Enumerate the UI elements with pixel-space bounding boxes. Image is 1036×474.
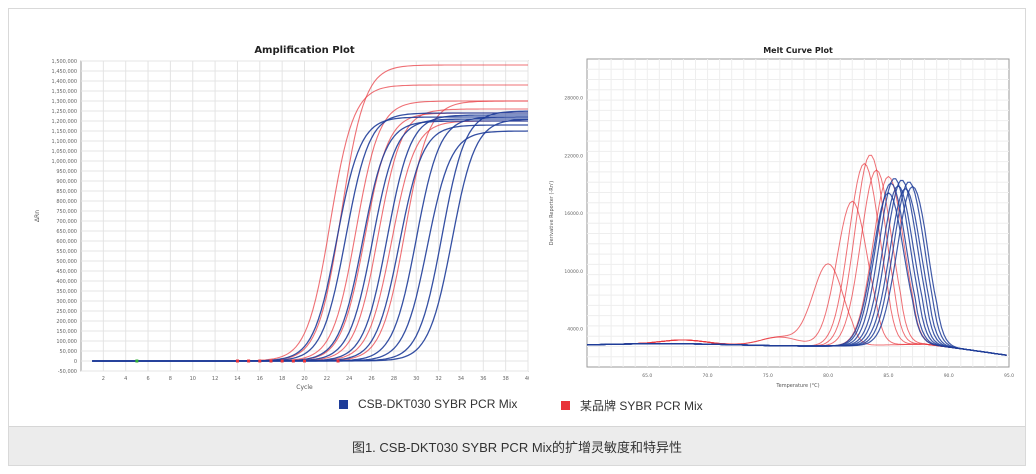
- amp-x-tick-label: 12: [212, 376, 218, 382]
- amp-y-tick-label: 350,000: [56, 289, 77, 295]
- amp-x-tick-label: 8: [169, 376, 172, 382]
- amp-threshold-marker-red: [336, 359, 340, 363]
- caption-text: 图1. CSB-DKT030 SYBR PCR Mix的扩增灵敏度和特异性: [351, 439, 683, 455]
- legend-item-blue: CSB-DKT030 SYBR PCR Mix: [339, 397, 517, 411]
- melt-x-tick-label: 85.0: [883, 373, 893, 379]
- amp-y-tick-label: 450,000: [56, 269, 77, 275]
- amp-y-tick-label: 800,000: [56, 199, 77, 205]
- amp-x-tick-label: 40: [525, 376, 529, 382]
- amp-y-tick-label: 150,000: [56, 329, 77, 335]
- amp-y-tick-label: 1,450,000: [52, 69, 77, 75]
- amp-x-tick-label: 34: [458, 376, 464, 382]
- amp-x-tick-label: 2: [102, 376, 105, 382]
- amp-y-tick-label: 1,100,000: [52, 139, 77, 145]
- melt-x-tick-label: 95.0: [1004, 373, 1014, 379]
- melt-x-tick-label: 65.0: [642, 373, 652, 379]
- melt-curve-plot: 4000.0 10000.0 16000.0 22000.0 28000.0 65.0 70…: [549, 46, 1014, 389]
- melt-y-tick-label: 22000.0: [564, 153, 583, 159]
- figure-caption: 图1. CSB-DKT030 SYBR PCR Mix的扩增灵敏度和特异性: [9, 426, 1025, 465]
- amp-x-label: Cycle: [296, 384, 313, 391]
- amp-y-tick-label: 1,050,000: [52, 149, 77, 155]
- amp-y-tick-label: 550,000: [56, 249, 77, 255]
- amp-threshold-marker-red: [258, 359, 262, 363]
- amp-y-tick-label: 650,000: [56, 229, 77, 235]
- legend-label-red: 某品牌 SYBR PCR Mix: [580, 399, 703, 413]
- melt-series-blue: [586, 192, 1007, 356]
- legend-swatch-blue: [339, 399, 348, 409]
- amp-y-tick-label: 200,000: [56, 319, 77, 325]
- amp-y-tick-label: 950,000: [56, 169, 77, 175]
- amp-threshold-marker-red: [269, 359, 273, 363]
- amp-x-tick-label: 28: [391, 376, 397, 382]
- legend-label-blue: CSB-DKT030 SYBR PCR Mix: [358, 397, 518, 411]
- amp-threshold-marker-red: [291, 359, 295, 363]
- amp-x-tick-label: 4: [124, 376, 127, 382]
- melt-y-label: Derivative Reporter (-Rn'): [549, 181, 555, 245]
- melt-y-tick-label: 28000.0: [564, 96, 583, 102]
- melt-x-tick-label: 80.0: [823, 373, 833, 379]
- amplification-plot: -50,000 0 50,000 100,000 150,000 200,000 250,0…: [34, 45, 529, 391]
- amp-x-tick-label: 6: [146, 376, 149, 382]
- amp-y-tick-label: 850,000: [56, 189, 77, 195]
- amp-x-tick-label: 16: [257, 376, 263, 382]
- amp-y-tick-label: 100,000: [56, 339, 77, 345]
- melt-title: Melt Curve Plot: [763, 46, 833, 55]
- amp-x-tick-label: 36: [480, 376, 486, 382]
- amp-x-tick-label: 32: [435, 376, 441, 382]
- amp-y-tick-label: 1,500,000: [52, 59, 77, 65]
- amp-x-tick-label: 14: [234, 376, 240, 382]
- legend: CSB-DKT030 SYBR PCR Mix 某品牌 SYBR PCR Mix: [9, 397, 1027, 419]
- legend-swatch-red: [561, 401, 570, 410]
- amp-title: Amplification Plot: [254, 45, 355, 56]
- amp-x-tick-label: 18: [279, 376, 285, 382]
- amp-y-tick-label: 750,000: [56, 209, 77, 215]
- amp-y-tick-label: 1,250,000: [52, 109, 77, 115]
- amp-threshold-marker-red: [303, 359, 306, 363]
- amp-y-tick-label: 50,000: [60, 349, 78, 355]
- amp-y-tick-label: 250,000: [56, 309, 77, 315]
- melt-x-label: Temperature (°C): [775, 383, 819, 389]
- amp-y-tick-label: 600,000: [56, 239, 77, 245]
- amp-y-tick-label: 900,000: [56, 179, 77, 185]
- legend-item-red: 某品牌 SYBR PCR Mix: [561, 397, 703, 414]
- amp-x-tick-label: 38: [502, 376, 508, 382]
- amp-y-label: ΔRn: [34, 210, 41, 222]
- amp-x-tick-label: 10: [190, 376, 196, 382]
- amp-y-tick-label: 1,350,000: [52, 89, 77, 95]
- amp-x-tick-label: 20: [301, 376, 307, 382]
- amp-y-tick-label: 1,200,000: [52, 119, 77, 125]
- amp-x-tick-label: 22: [324, 376, 330, 382]
- amp-y-tick-label: 0: [74, 359, 77, 365]
- amp-threshold-marker-red: [280, 359, 284, 363]
- figure-frame: -50,000 0 50,000 100,000 150,000 200,000 250,0…: [8, 8, 1026, 466]
- amp-series-blue: [92, 118, 529, 362]
- amp-y-tick-label: 1,150,000: [52, 129, 77, 135]
- amp-y-tick-label: 1,400,000: [52, 79, 77, 85]
- amp-threshold-marker-green: [135, 359, 139, 363]
- amp-y-tick-label: 400,000: [56, 279, 77, 285]
- amp-y-tick-label: -50,000: [58, 369, 77, 375]
- amp-y-tick-label: 1,300,000: [52, 99, 77, 105]
- melt-y-tick-label: 16000.0: [564, 211, 583, 217]
- amp-y-tick-label: 300,000: [56, 299, 77, 305]
- melt-x-tick-label: 70.0: [703, 373, 713, 379]
- amp-x-tick-label: 24: [346, 376, 352, 382]
- amp-y-tick-label: 1,000,000: [52, 159, 77, 165]
- amp-x-tick-label: 26: [368, 376, 374, 382]
- melt-y-tick-label: 4000.0: [567, 327, 583, 333]
- amp-x-tick-label: 30: [413, 376, 419, 382]
- melt-y-tick-label: 10000.0: [564, 269, 583, 275]
- amp-threshold-marker-red: [235, 359, 239, 363]
- melt-x-tick-label: 90.0: [944, 373, 954, 379]
- melt-x-tick-label: 75.0: [763, 373, 773, 379]
- amp-threshold-marker-red: [247, 359, 251, 363]
- amp-y-tick-label: 700,000: [56, 219, 77, 225]
- amp-y-tick-label: 500,000: [56, 259, 77, 265]
